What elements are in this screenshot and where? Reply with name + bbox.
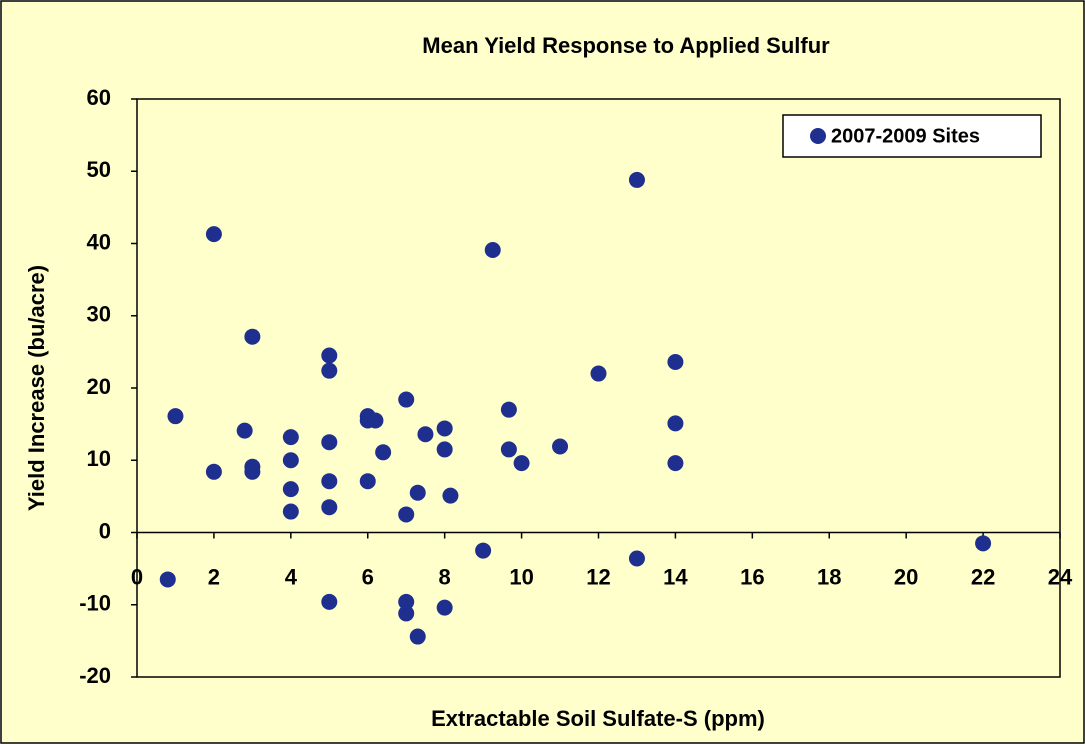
point [321, 434, 338, 451]
point [667, 415, 684, 432]
point [282, 481, 299, 498]
y-tick-label: 30 [87, 302, 111, 327]
point [484, 242, 501, 259]
point [205, 226, 222, 243]
point [590, 365, 607, 382]
x-tick-label: 2 [208, 564, 220, 589]
legend-label: 2007-2009 Sites [831, 125, 980, 147]
point [409, 628, 426, 645]
point [398, 593, 415, 610]
x-tick-label: 20 [894, 564, 918, 589]
point [236, 422, 253, 439]
plot-area [136, 98, 1061, 678]
point [667, 353, 684, 370]
point [321, 362, 338, 379]
point [417, 426, 434, 443]
point [398, 506, 415, 523]
point [244, 328, 261, 345]
point [436, 441, 453, 458]
point [321, 593, 338, 610]
y-tick-label: 50 [87, 157, 111, 182]
x-tick-label: 6 [362, 564, 374, 589]
point [321, 499, 338, 516]
point [359, 473, 376, 490]
y-tick-label: 40 [87, 229, 111, 254]
point [398, 605, 415, 622]
x-tick-label: 10 [509, 564, 533, 589]
point [513, 455, 530, 472]
y-tick-label: 0 [99, 518, 111, 543]
point [167, 408, 184, 425]
y-axis-label: Yield Increase (bu/acre) [24, 265, 49, 511]
y-tick-label: -20 [79, 663, 111, 688]
point [282, 429, 299, 446]
point [367, 412, 384, 429]
point [321, 347, 338, 364]
y-tick-label: 10 [87, 446, 111, 471]
point [628, 550, 645, 567]
x-axis-label: Extractable Soil Sulfate-S (ppm) [431, 706, 765, 731]
y-tick-label: 20 [87, 374, 111, 399]
point [159, 571, 176, 588]
point [409, 484, 426, 501]
y-tick-label: -10 [79, 591, 111, 616]
point [282, 452, 299, 469]
point [552, 438, 569, 455]
point [375, 444, 392, 461]
x-tick-label: 0 [131, 564, 143, 589]
point [475, 542, 492, 559]
x-tick-label: 16 [740, 564, 764, 589]
point [282, 503, 299, 520]
point [244, 463, 261, 480]
point [500, 441, 517, 458]
x-tick-label: 24 [1048, 564, 1073, 589]
x-tick-label: 14 [663, 564, 688, 589]
x-tick-label: 22 [971, 564, 995, 589]
point [667, 455, 684, 472]
point [398, 391, 415, 408]
x-tick-label: 12 [586, 564, 610, 589]
x-tick-label: 8 [439, 564, 451, 589]
y-tick-label: 60 [87, 85, 111, 110]
x-tick-label: 18 [817, 564, 841, 589]
point [628, 171, 645, 188]
x-tick-label: 4 [285, 564, 298, 589]
point [500, 401, 517, 418]
point [205, 463, 222, 480]
point [975, 535, 992, 552]
point [436, 420, 453, 437]
point [321, 473, 338, 490]
legend-marker [810, 128, 826, 144]
point [436, 599, 453, 616]
chart-title: Mean Yield Response to Applied Sulfur [422, 33, 830, 58]
point [442, 487, 459, 504]
